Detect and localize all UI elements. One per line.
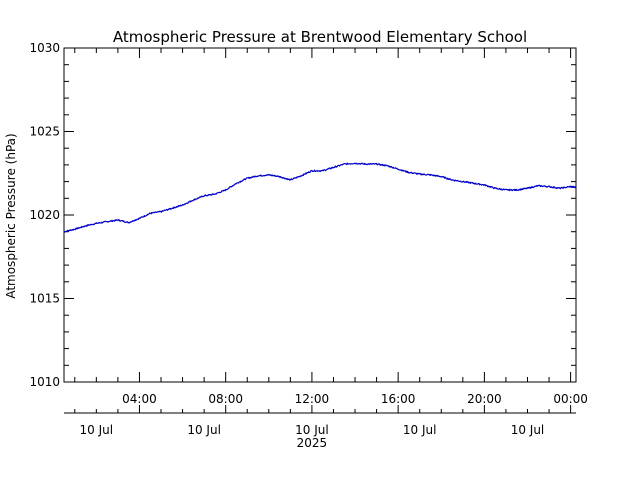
- plot-frame: [63, 47, 577, 383]
- date-label: 10 Jul: [295, 423, 329, 437]
- x-tick-label: 00:00: [553, 392, 588, 406]
- y-tick-label: 1030: [29, 41, 60, 55]
- x-tick-label: 04:00: [122, 392, 157, 406]
- y-axis-label: Atmospheric Pressure (hPa): [4, 133, 18, 298]
- date-label: 10 Jul: [80, 423, 114, 437]
- date-label: 10 Jul: [187, 423, 221, 437]
- chart-title: Atmospheric Pressure at Brentwood Elemen…: [113, 28, 527, 46]
- axis-tick-labels: 1010 1015 1020 1025 1030 04:00 08:00 12:00 16:00…: [29, 41, 587, 406]
- y-tick-label: 1010: [29, 375, 60, 389]
- series-line-pressure: [63, 162, 577, 233]
- axis-ticks: [64, 47, 576, 383]
- y-tick-label: 1020: [29, 208, 60, 222]
- x-tick-label: 20:00: [467, 392, 502, 406]
- x-tick-label: 08:00: [208, 392, 243, 406]
- date-label: 10 Jul: [403, 423, 437, 437]
- date-label: 10 Jul: [511, 423, 545, 437]
- y-tick-label: 1015: [29, 292, 60, 306]
- year-label: 2025: [297, 436, 328, 450]
- x-tick-label: 16:00: [381, 392, 416, 406]
- x-tick-label: 12:00: [295, 392, 330, 406]
- y-tick-label: 1025: [29, 125, 60, 139]
